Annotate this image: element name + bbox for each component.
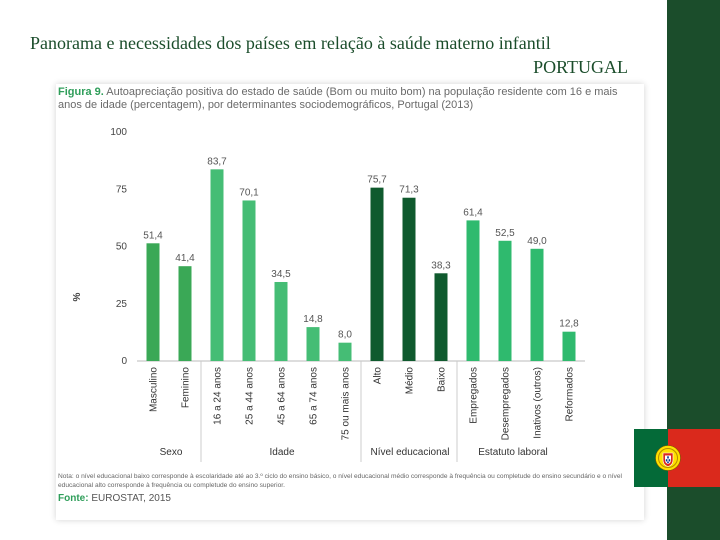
category-label: 65 a 74 anos bbox=[309, 367, 320, 425]
y-tick-label: 25 bbox=[116, 299, 128, 310]
bar bbox=[402, 197, 416, 361]
portugal-flag bbox=[634, 429, 720, 487]
bar bbox=[242, 200, 256, 361]
bar bbox=[210, 169, 224, 361]
bar-value-label: 52,5 bbox=[495, 228, 515, 239]
bar bbox=[274, 281, 288, 361]
y-tick-label: 50 bbox=[116, 242, 128, 253]
source-label: Fonte: bbox=[58, 493, 89, 504]
category-label: Inativos (outros) bbox=[533, 367, 544, 439]
bar-value-label: 61,4 bbox=[463, 207, 483, 218]
bar-value-label: 70,1 bbox=[239, 187, 259, 198]
category-label: Alto bbox=[373, 367, 384, 385]
bar bbox=[466, 220, 480, 361]
source-text: EUROSTAT, 2015 bbox=[91, 493, 171, 504]
bar bbox=[562, 331, 576, 361]
bar bbox=[338, 342, 352, 361]
bar-value-label: 71,3 bbox=[399, 185, 419, 196]
bar-value-label: 38,3 bbox=[431, 260, 451, 271]
category-label: Baixo bbox=[437, 367, 448, 392]
bar bbox=[178, 266, 192, 361]
category-label: Masculino bbox=[149, 367, 160, 412]
category-label: Reformados bbox=[565, 367, 576, 421]
bar-value-label: 14,8 bbox=[303, 314, 323, 325]
group-label: Idade bbox=[269, 447, 294, 458]
category-label: Feminino bbox=[181, 367, 192, 409]
category-label: 75 ou mais anos bbox=[341, 367, 352, 440]
bar-value-label: 12,8 bbox=[559, 319, 579, 330]
bar-value-label: 8,0 bbox=[338, 330, 352, 341]
category-label: Médio bbox=[405, 367, 416, 395]
figure-label: Figura 9. bbox=[58, 86, 104, 98]
category-label: 45 a 64 anos bbox=[277, 367, 288, 425]
bar-value-label: 34,5 bbox=[271, 269, 291, 280]
bar-value-label: 49,0 bbox=[527, 236, 547, 247]
group-label: Sexo bbox=[160, 447, 183, 458]
category-label: Desempregados bbox=[501, 367, 512, 440]
bar bbox=[370, 187, 384, 361]
category-label: 25 a 44 anos bbox=[245, 367, 256, 425]
figure-source: Fonte: EUROSTAT, 2015 bbox=[58, 493, 171, 504]
group-label: Nível educacional bbox=[371, 447, 450, 458]
bar bbox=[434, 273, 448, 361]
category-label: 16 a 24 anos bbox=[213, 367, 224, 425]
figure-note: Nota: o nível educacional baixo correspo… bbox=[58, 473, 622, 489]
bar-value-label: 75,7 bbox=[367, 175, 387, 186]
figure-caption-text: Autoapreciação positiva do estado de saú… bbox=[58, 86, 618, 111]
category-label: Empregados bbox=[469, 367, 480, 424]
bar bbox=[530, 248, 544, 361]
group-label: Estatuto laboral bbox=[478, 447, 548, 458]
y-tick-label: 0 bbox=[121, 356, 127, 367]
figure-caption: Figura 9. Autoapreciação positiva do est… bbox=[58, 86, 638, 112]
bar bbox=[498, 240, 512, 361]
slide-title: Panorama e necessidades dos países em re… bbox=[30, 33, 551, 53]
bar-value-label: 41,4 bbox=[175, 253, 195, 264]
bar bbox=[146, 243, 160, 361]
flag-emblem-icon bbox=[655, 445, 681, 471]
y-tick-label: 100 bbox=[110, 127, 127, 138]
y-axis-label: % bbox=[72, 292, 83, 301]
y-tick-label: 75 bbox=[116, 184, 128, 195]
slide-subtitle: PORTUGAL bbox=[533, 57, 628, 77]
bar bbox=[306, 327, 320, 361]
bar-value-label: 51,4 bbox=[143, 230, 163, 241]
bar-value-label: 83,7 bbox=[207, 156, 227, 167]
